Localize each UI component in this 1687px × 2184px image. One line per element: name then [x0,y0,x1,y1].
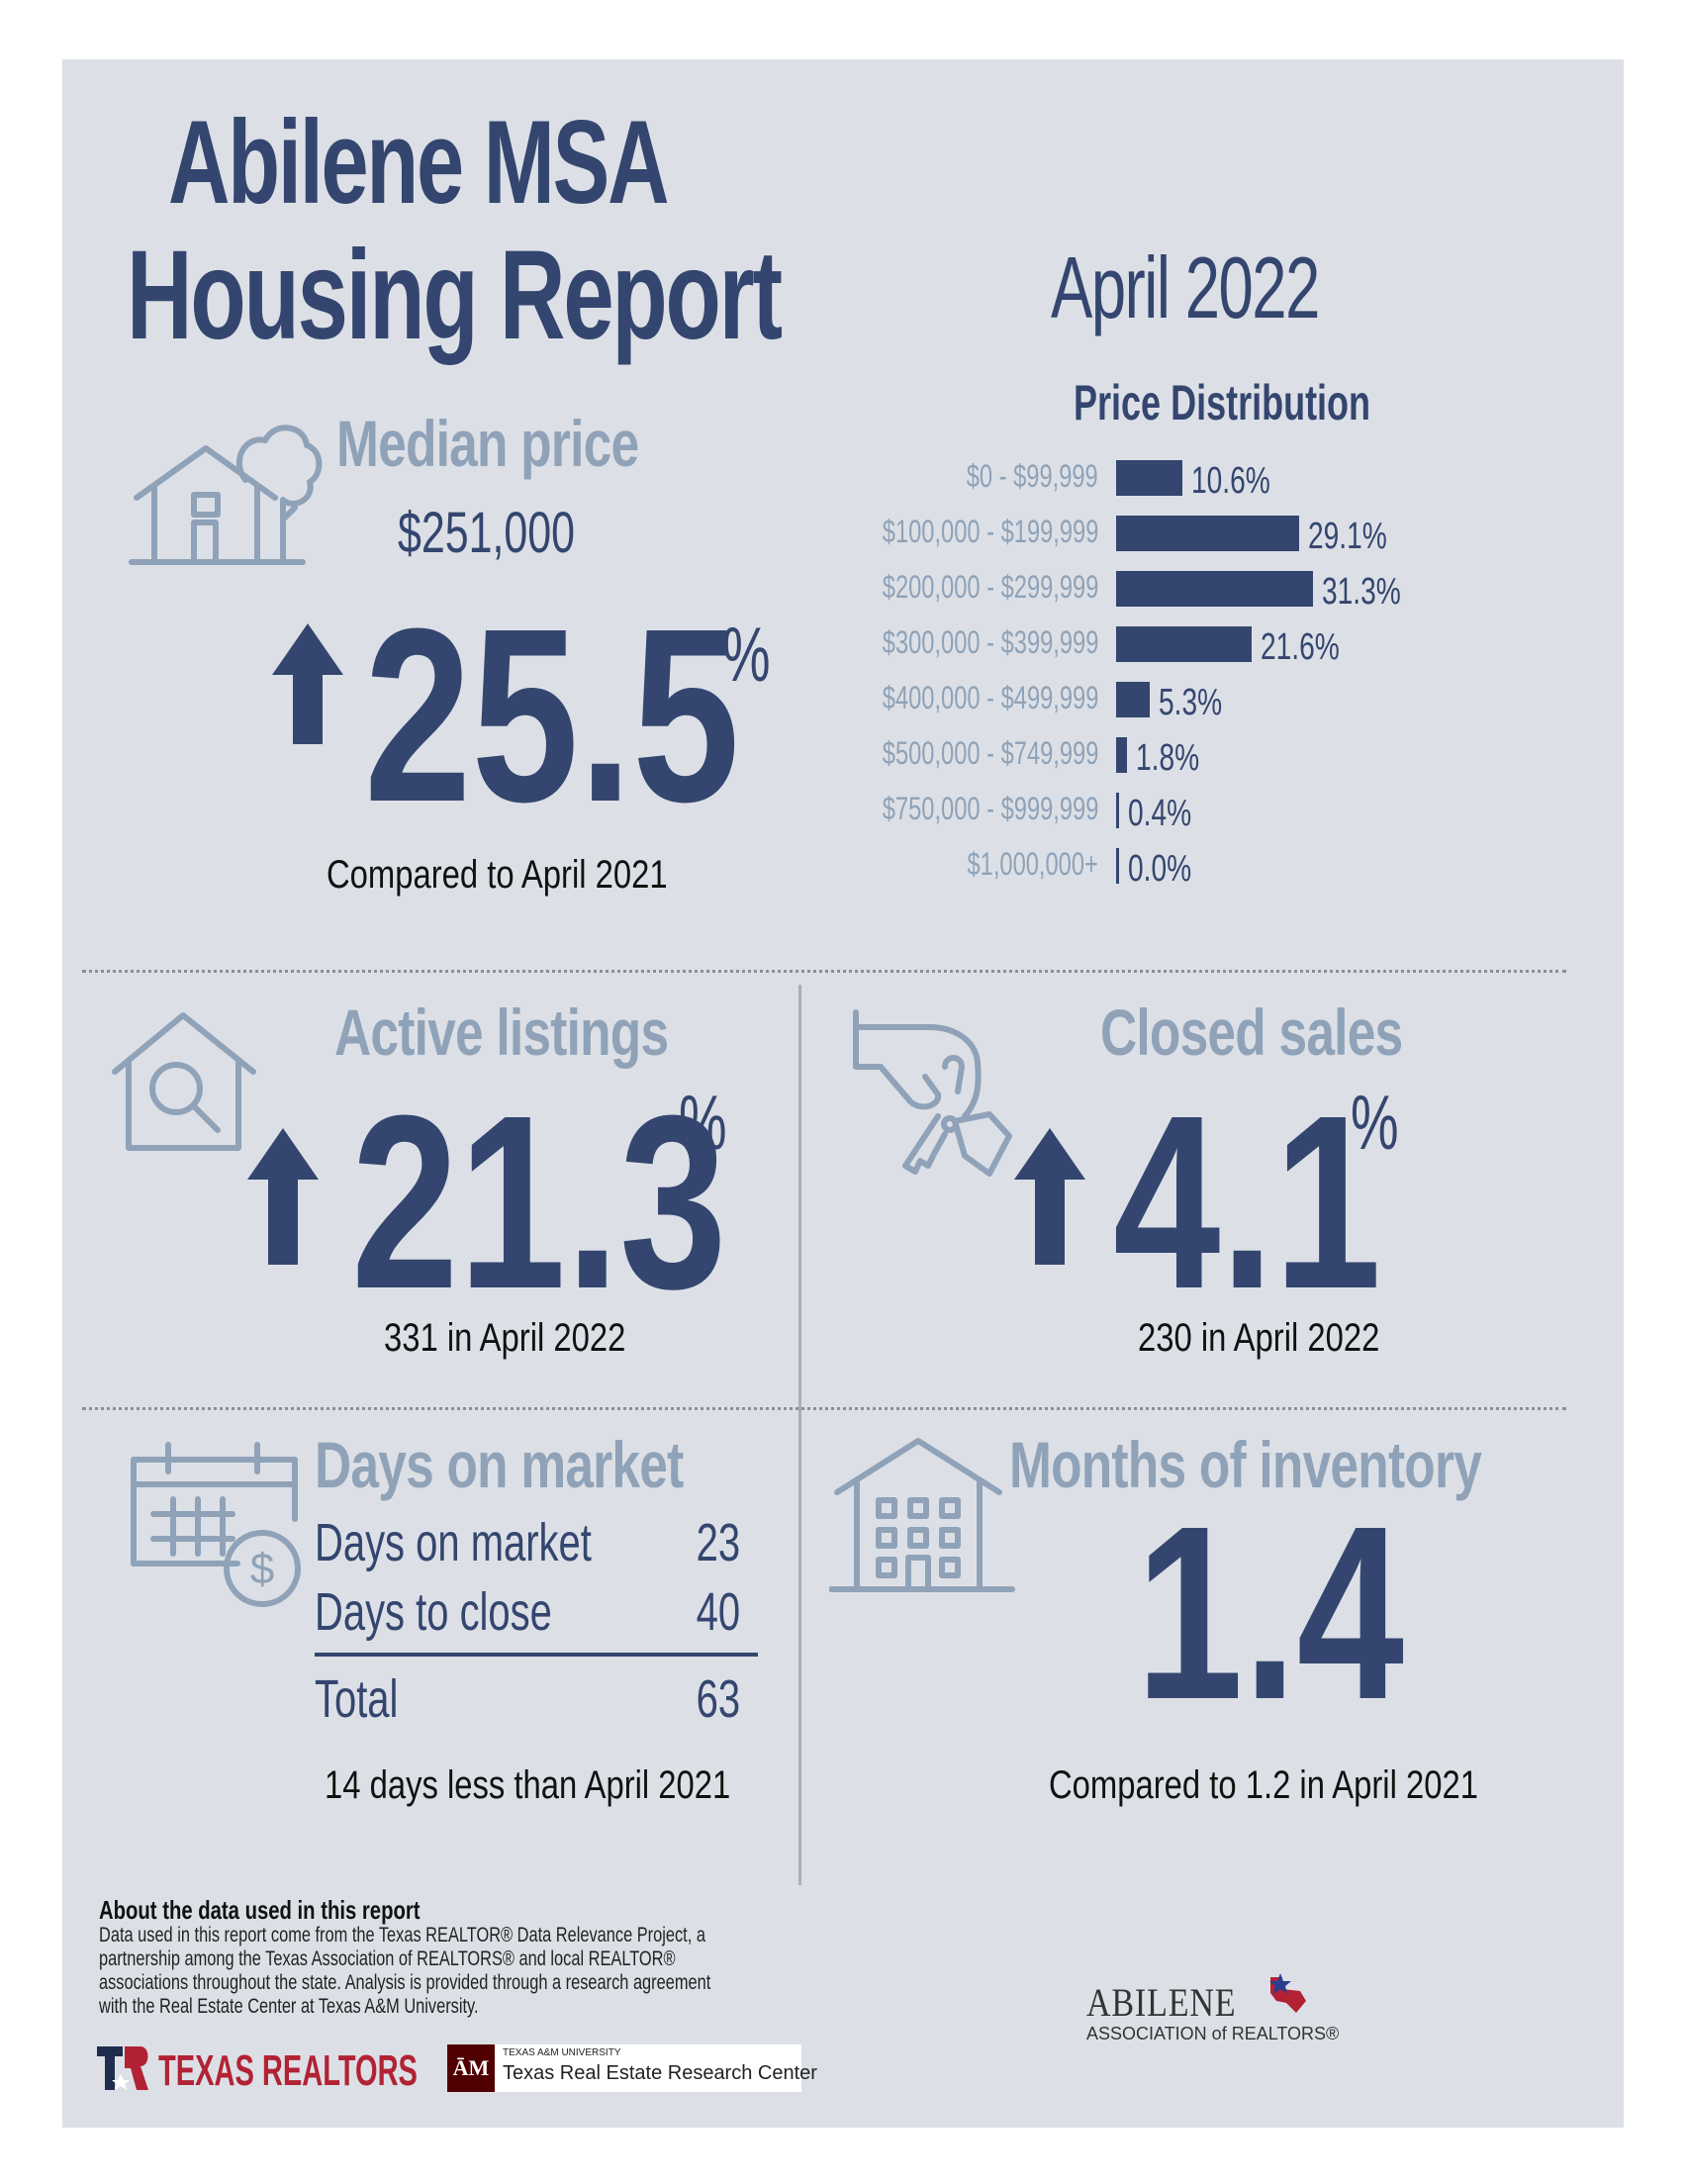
tamu-small-text: TEXAS A&M UNIVERSITY [503,2047,621,2058]
median-up-arrow-icon [272,623,343,744]
median-caption: Compared to April 2021 [327,853,668,897]
median-price-label: Median price [336,407,639,480]
price-bar-row: $400,000 - $499,999 5.3% [0,680,1687,723]
price-bar-row: $300,000 - $399,999 21.6% [0,624,1687,668]
active-listings-label: Active listings [334,996,669,1069]
price-bar-label: $0 - $99,999 [967,458,1098,494]
report-title-line2: Housing Report [127,225,783,366]
closed-change-value: 4.1 [1113,1064,1382,1340]
report-month: April 2022 [1051,238,1320,336]
closed-up-arrow-icon [1014,1128,1085,1265]
price-bar-row: $200,000 - $299,999 31.3% [0,569,1687,613]
about-line: partnership among the Texas Association … [99,1947,676,1970]
active-caption: 331 in April 2022 [384,1316,626,1360]
house-tree-icon [129,425,323,565]
dom-total-value: 63 [696,1669,740,1729]
months-inventory-label: Months of inventory [1009,1428,1482,1501]
price-bar-row: $100,000 - $199,999 29.1% [0,514,1687,557]
price-bar [1116,793,1119,828]
closed-sales-label: Closed sales [1100,996,1403,1069]
days-on-market-label: Days on market [315,1428,684,1501]
abilene-subtitle: ASSOCIATION of REALTORS® [1086,2024,1340,2043]
about-line: associations throughout the state. Analy… [99,1971,711,1994]
calendar-dollar-icon: $ [131,1442,301,1607]
dom-row-label: Days on market [315,1513,592,1572]
price-bar-label: $300,000 - $399,999 [882,624,1098,660]
price-bar-value: 0.4% [1128,793,1192,834]
price-bar-label: $750,000 - $999,999 [882,791,1098,826]
tamu-name: Texas Real Estate Research Center [503,2062,817,2084]
about-line: with the Real Estate Center at Texas A&M… [99,1995,479,2018]
dom-total-label: Total [315,1669,399,1729]
median-change-value: 25.5 [364,577,740,853]
dom-caption: 14 days less than April 2021 [325,1763,731,1807]
about-body: Data used in this report come from the T… [99,1924,792,2019]
closed-change-unit: % [1351,1079,1399,1166]
months-inventory-caption: Compared to 1.2 in April 2021 [1049,1763,1478,1807]
price-bar [1116,626,1253,662]
apartment-building-icon [829,1438,1015,1592]
price-bar [1116,460,1183,496]
hand-keys-icon [853,1009,1012,1177]
price-bar-value: 1.8% [1136,737,1200,779]
price-bar-label: $1,000,000+ [967,846,1098,882]
dom-total-rule [315,1653,758,1657]
price-bar-row: $1,000,000+ 0.0% [0,846,1687,890]
abilene-association-logo: ABILENE ASSOCIATION of REALTORS® [1086,1971,1339,2050]
price-bar-value: 21.6% [1261,626,1340,668]
price-bar-label: $100,000 - $199,999 [882,514,1098,549]
active-change-value: 21.3 [351,1064,727,1340]
price-bar-row: $500,000 - $749,999 1.8% [0,735,1687,779]
price-bar-value: 29.1% [1307,516,1387,557]
price-bar [1116,682,1150,717]
house-search-icon [112,1012,256,1151]
active-up-arrow-icon [247,1128,319,1265]
about-line: Data used in this report come from the T… [99,1924,705,1947]
price-bar-row: $750,000 - $999,999 0.4% [0,791,1687,834]
about-title: About the data used in this report [99,1895,421,1925]
texas-realtors-mark-icon [97,2046,148,2090]
price-bar [1116,571,1313,607]
dom-row-label: Days to close [315,1582,552,1642]
price-bar [1116,737,1128,773]
report-card [62,59,1624,2128]
report-title-line1: Abilene MSA [168,96,669,229]
abilene-wordmark: ABILENE [1086,1980,1237,2025]
price-bar-label: $200,000 - $299,999 [882,569,1098,605]
divider-top [82,970,1566,973]
price-distribution-title: Price Distribution [1074,375,1371,430]
price-bar-value: 10.6% [1191,460,1271,502]
price-bar [1116,848,1119,884]
closed-caption: 230 in April 2022 [1138,1316,1380,1360]
price-bar-label: $500,000 - $749,999 [882,735,1098,771]
median-price-value: $251,000 [398,501,576,565]
median-change-unit: % [722,611,771,698]
tamu-logo: ĀM TEXAS A&M UNIVERSITY Texas Real Estat… [447,2044,817,2092]
svg-text:$: $ [250,1545,274,1593]
texas-star-icon [1269,1973,1306,2013]
price-bar-row: $0 - $99,999 10.6% [0,458,1687,502]
divider-vertical [798,985,801,1885]
price-bar-value: 31.3% [1321,571,1401,613]
divider-middle [82,1407,1566,1410]
dom-row-value: 23 [696,1513,740,1572]
price-bar-value: 5.3% [1158,682,1222,723]
price-bar-label: $400,000 - $499,999 [882,680,1098,715]
price-bar-value: 0.0% [1128,848,1192,890]
dom-row-value: 40 [696,1582,740,1642]
texas-realtors-wordmark: TEXAS REALTORS [158,2046,418,2095]
price-bar [1116,516,1299,551]
months-inventory-value: 1.4 [1136,1474,1405,1751]
active-change-unit: % [679,1079,727,1166]
tamu-mark-icon: ĀM [447,2044,495,2092]
